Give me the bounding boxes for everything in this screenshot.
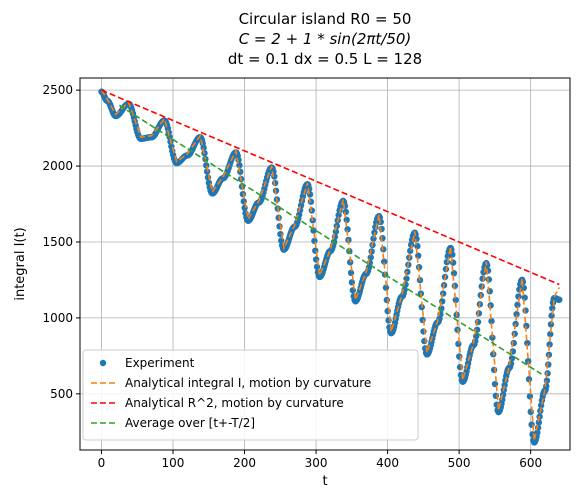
data-point: [312, 247, 319, 254]
series-1: [98, 88, 563, 446]
y-tick-label: 2000: [42, 159, 73, 173]
legend-label: Average over [t+-T/2]: [125, 416, 255, 430]
data-point: [548, 312, 555, 319]
title-line: C = 2 + 1 * sin(2πt/50): [239, 30, 412, 48]
data-point: [546, 341, 553, 348]
data-point: [407, 241, 415, 249]
data-point: [486, 288, 493, 295]
x-tick-label: 200: [233, 456, 256, 470]
legend-label: Experiment: [125, 356, 195, 370]
series-3: [101, 89, 560, 286]
data-point: [271, 173, 278, 180]
data-point: [241, 204, 248, 212]
x-tick-label: 600: [519, 456, 542, 470]
data-point: [526, 393, 534, 400]
data-point: [450, 270, 458, 277]
data-point: [310, 227, 317, 234]
data-point: [524, 339, 531, 347]
data-point: [443, 258, 451, 266]
data-point: [520, 284, 528, 292]
y-tick-label: 1500: [42, 235, 73, 249]
data-point: [384, 307, 391, 315]
data-point: [332, 228, 340, 235]
legend-label: Analytical R^2, motion by curvature: [125, 396, 344, 410]
data-point: [514, 301, 521, 309]
data-point: [535, 419, 543, 426]
series-line: [101, 89, 560, 286]
data-point: [342, 208, 350, 216]
y-axis-label: integral I(t): [13, 227, 28, 300]
x-axis-label: t: [322, 474, 327, 489]
y-tick-label: 500: [50, 387, 73, 401]
data-point: [525, 376, 533, 383]
data-point: [549, 305, 556, 312]
legend-box: [82, 349, 419, 441]
axis-ticks: 0 100 200 300 400 500 600 500 1000 1500 2000 2500: [42, 83, 542, 470]
y-tick-label: 2500: [42, 83, 73, 97]
data-point: [383, 296, 391, 304]
x-tick-label: 400: [376, 456, 399, 470]
x-tick-label: 0: [98, 456, 106, 470]
data-point: [406, 247, 414, 255]
data-point: [547, 321, 555, 328]
data-point: [452, 296, 459, 304]
data-point: [527, 408, 534, 416]
x-tick-label: 500: [448, 456, 471, 470]
data-point: [488, 317, 495, 325]
data-point: [524, 357, 532, 365]
data-point: [378, 225, 385, 233]
chart-title: Circular island R0 = 50 C = 2 + 1 * sin(2…: [228, 10, 422, 68]
title-line: Circular island R0 = 50: [239, 10, 412, 28]
data-point: [455, 340, 462, 348]
data-point: [513, 310, 520, 318]
data-point: [556, 296, 563, 303]
data-point: [200, 144, 207, 151]
plot-frame: [79, 77, 571, 451]
x-tick-label: 300: [305, 456, 328, 470]
data-point: [344, 226, 351, 233]
data-point: [449, 259, 457, 266]
data-point: [489, 334, 496, 341]
data-point: [382, 284, 390, 291]
data-point: [381, 258, 388, 265]
data-point: [236, 162, 243, 169]
data-point: [414, 242, 421, 250]
series-layer: [98, 88, 563, 446]
data-point: [544, 370, 551, 377]
data-point: [306, 185, 313, 193]
x-tick-label: 100: [162, 456, 185, 470]
data-point: [421, 337, 428, 345]
y-tick-label: 1000: [42, 311, 73, 325]
data-point: [490, 366, 498, 374]
legend: Experiment Analytical integral I, motion …: [82, 349, 419, 441]
data-point: [307, 198, 315, 205]
data-point: [543, 377, 551, 384]
data-point: [521, 294, 528, 301]
legend-marker: [99, 359, 107, 367]
data-point: [547, 330, 554, 338]
legend-label: Analytical integral I, motion by curvatu…: [125, 376, 371, 390]
data-point: [368, 248, 375, 255]
data-point: [203, 162, 210, 169]
series-line: [118, 104, 542, 375]
title-line: dt = 0.1 dx = 0.5 L = 128: [228, 50, 422, 68]
data-point: [522, 307, 529, 314]
series-line: [100, 89, 561, 442]
data-point: [306, 191, 314, 198]
series-2: [100, 89, 561, 442]
data-point: [419, 316, 426, 324]
data-point: [270, 168, 277, 175]
data-point: [485, 276, 493, 283]
data-point: [370, 235, 377, 242]
series-4: [118, 104, 542, 375]
